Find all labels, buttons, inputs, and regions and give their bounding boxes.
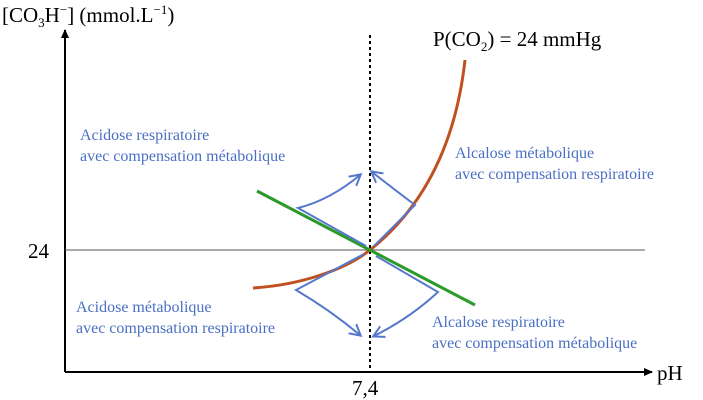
y-tick-label: 24 [28, 239, 50, 263]
annotation: Acidose respiratoire [80, 127, 209, 144]
annotation: avec compensation métabolique [80, 148, 285, 165]
annotation: avec compensation métabolique [432, 335, 637, 352]
y-axis-label: [CO3H−] (mmol.L−1) [2, 2, 174, 30]
annotation: Acidose métabolique [76, 299, 212, 316]
curve-label: P(CO2) = 24 mmHg [433, 27, 602, 54]
annotation: avec compensation respiratoire [455, 166, 654, 183]
annotation: avec compensation respiratoire [76, 320, 275, 337]
annotation: Alcalose métabolique [455, 145, 594, 162]
buffer-line [256, 189, 476, 307]
x-tick-label: 7,4 [352, 376, 379, 400]
x-axis-label: pH [657, 361, 683, 385]
arrows [293, 172, 440, 336]
isobar-curve [252, 59, 467, 290]
annotation: Alcalose respiratoire [432, 314, 565, 331]
